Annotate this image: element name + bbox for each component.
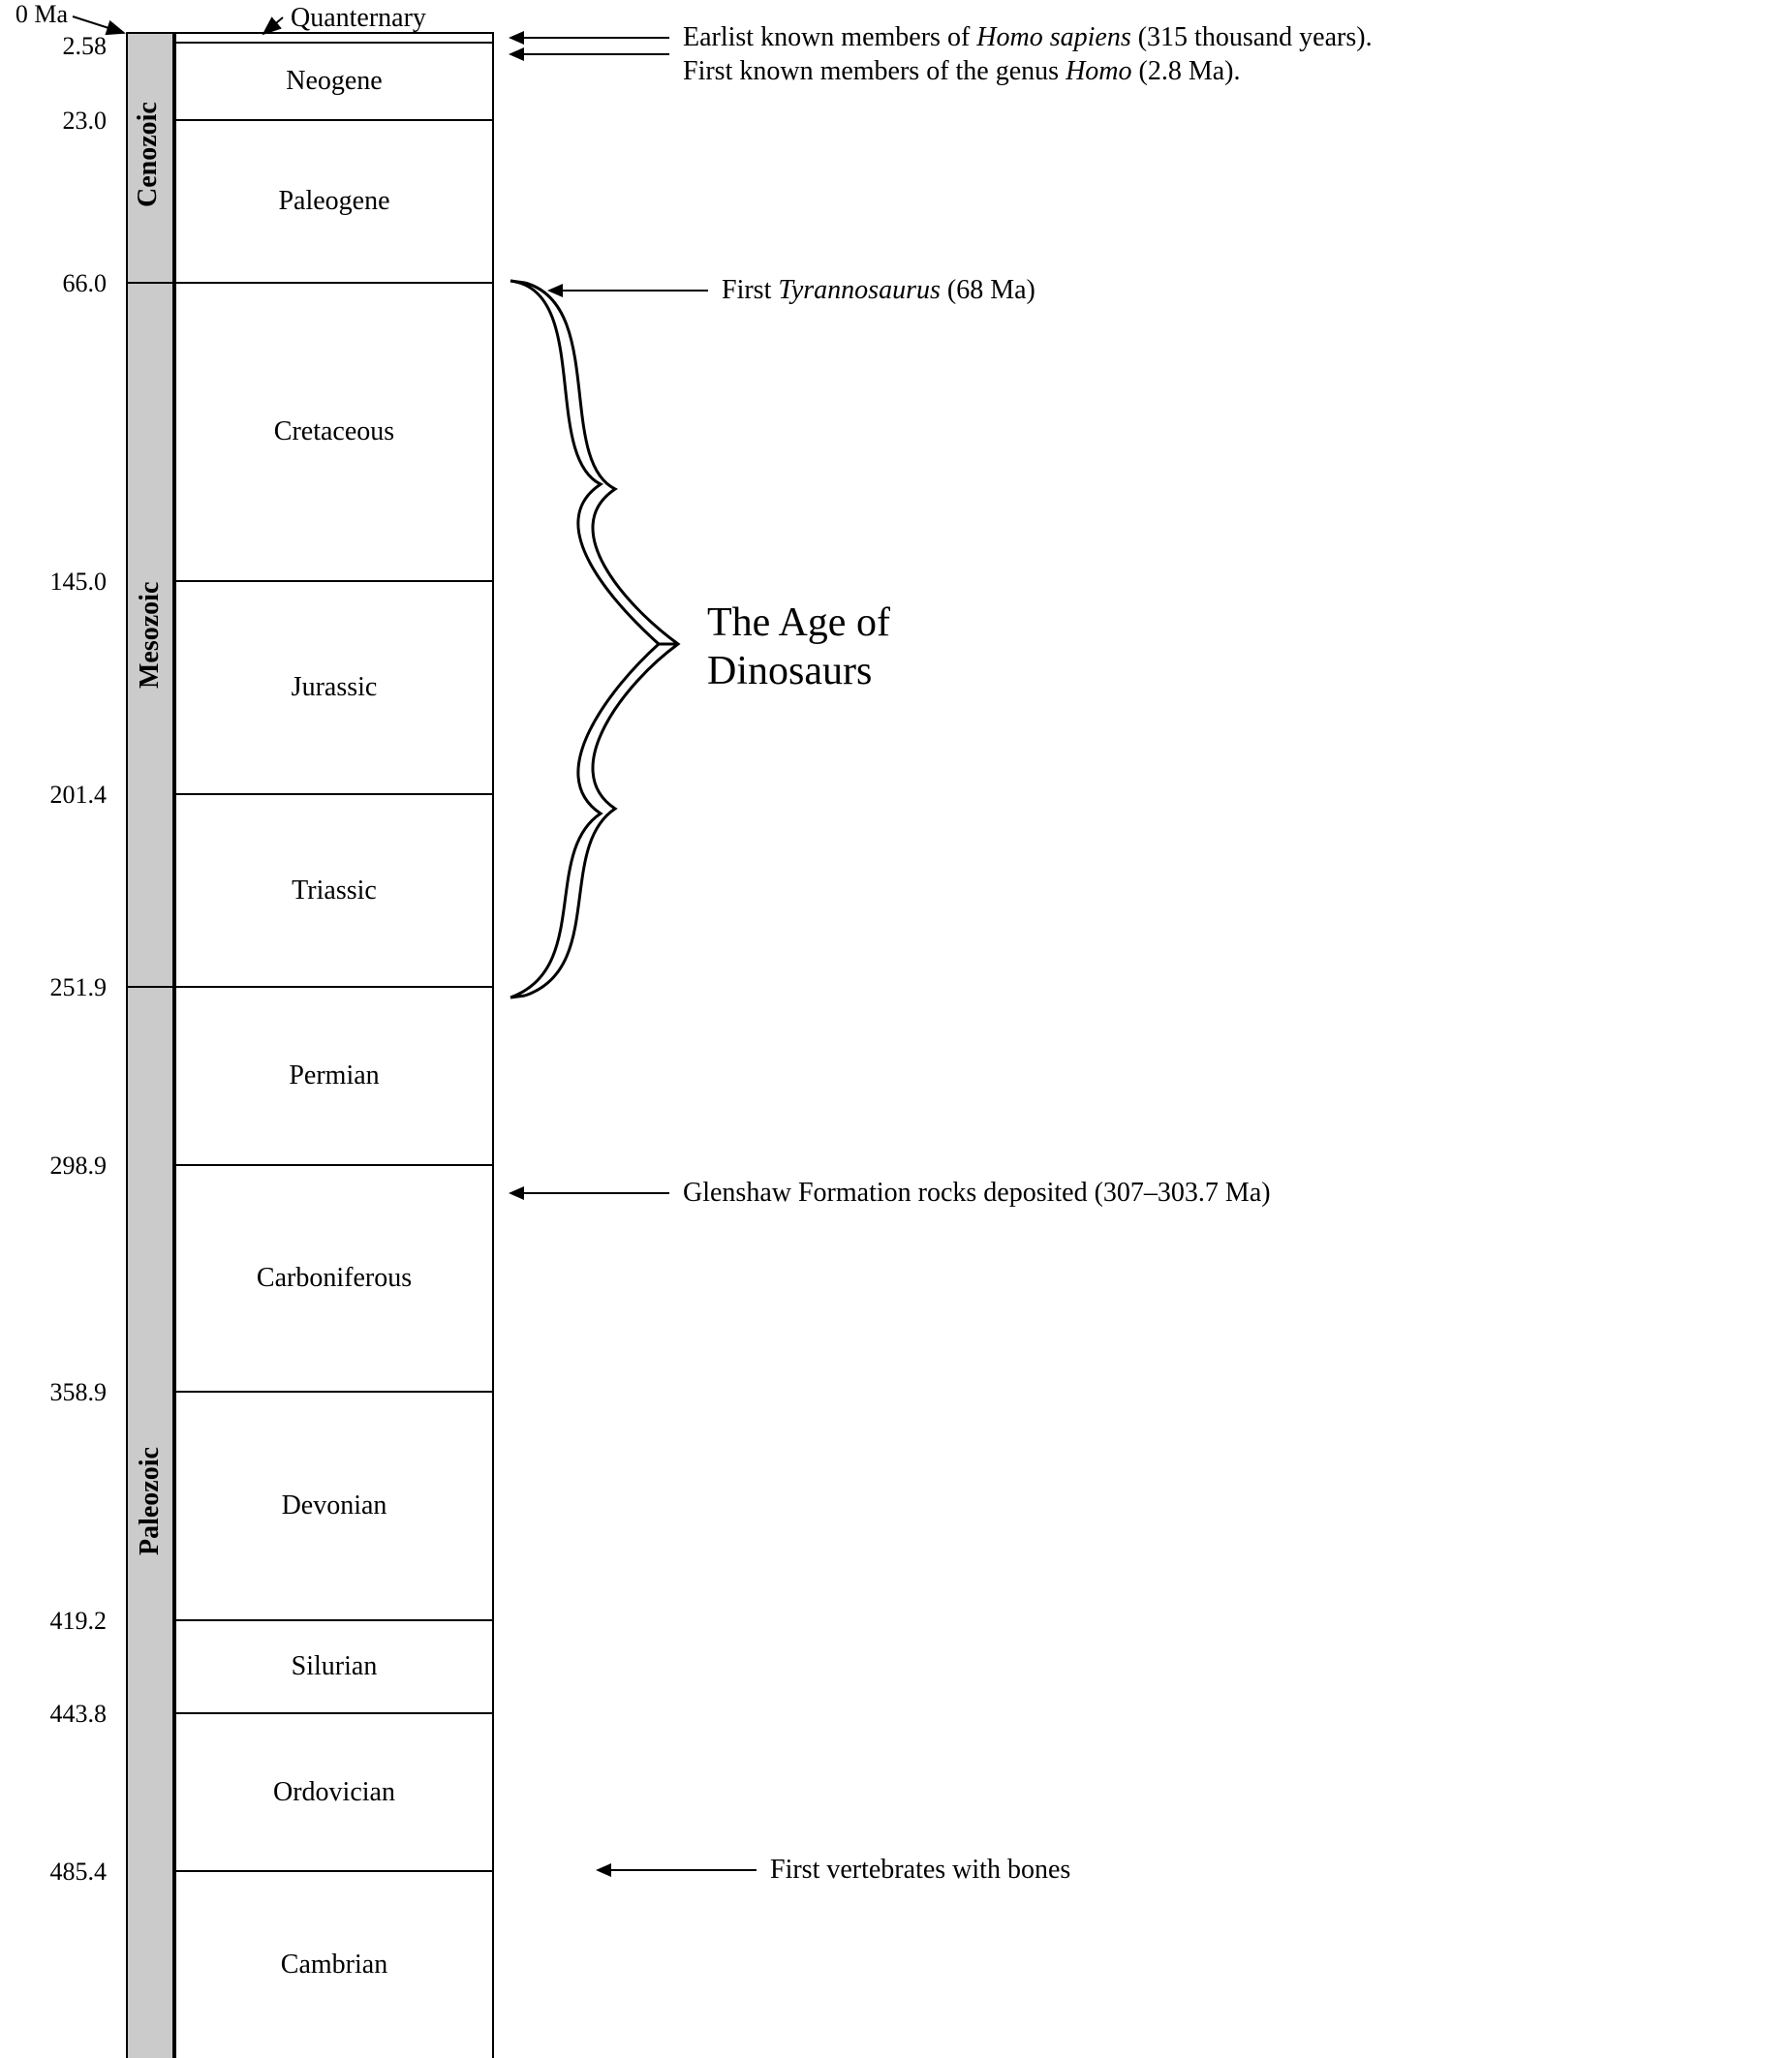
period-paleogene: Paleogene [174,119,494,284]
arrow-line [524,1192,669,1194]
annotation-glenshaw: Glenshaw Formation rocks deposited (307–… [683,1178,1271,1209]
period-label: Carboniferous [257,1263,412,1294]
geologic-timescale: Cenozoic Mesozoic Paleozoic Quanternary … [0,0,1792,2058]
annot-italic: Tyrannosaurus [778,275,941,305]
period-label: Jurassic [292,672,378,703]
period-label: Neogene [286,66,383,97]
period-triassic: Triassic [174,793,494,988]
period-cambrian: Cambrian [174,1870,494,2058]
era-divider [126,986,174,988]
arrow-icon [547,284,563,297]
period-label: Ordovician [273,1777,395,1808]
period-cretaceous: Cretaceous [174,282,494,582]
era-divider [126,282,174,284]
age-485: 485.4 [0,1858,107,1887]
period-label: Devonian [282,1490,387,1521]
period-label: Paleogene [278,186,389,217]
annotation-tyrannosaurus: First Tyrannosaurus (68 Ma) [722,275,1035,306]
period-label: Triassic [292,875,377,906]
annotation-homo-sapiens: Earlist known members of Homo sapiens (3… [683,22,1373,53]
period-label: Cretaceous [274,416,394,447]
age-419: 419.2 [0,1607,107,1636]
period-neogene: Neogene [174,42,494,121]
arrow-line [611,1869,757,1871]
period-ordovician: Ordovician [174,1712,494,1872]
annot-text: (68 Ma) [941,275,1035,305]
age-201: 201.4 [0,781,107,810]
arrow-line [563,290,708,292]
age-66: 66.0 [0,269,107,298]
annotation-first-vertebrates: First vertebrates with bones [770,1855,1070,1886]
age-0: 0 Ma [0,0,68,29]
annotation-genus-homo: First known members of the genus Homo (2… [683,56,1241,87]
arrow-line [524,53,669,55]
annot-text: (315 thousand years). [1131,22,1373,52]
brace-line2: Dinosaurs [707,649,872,693]
age-359: 358.9 [0,1378,107,1407]
arrow-icon [596,1863,611,1877]
age-299: 298.9 [0,1152,107,1181]
age-145: 145.0 [0,568,107,597]
era-label-mesozoic: Mesozoic [135,582,166,689]
annot-text: Earlist known members of [683,22,976,52]
period-label: Cambrian [281,1950,387,1981]
annot-text: First known members of the genus [683,56,1066,86]
arrow-icon [509,1186,524,1200]
annot-text: (2.8 Ma). [1132,56,1241,86]
period-jurassic: Jurassic [174,580,494,795]
period-devonian: Devonian [174,1391,494,1621]
age-252: 251.9 [0,973,107,1002]
period-label: Permian [289,1060,379,1091]
period-carboniferous: Carboniferous [174,1164,494,1393]
period-permian: Permian [174,986,494,1166]
brace-line1: The Age of [707,600,890,645]
arrow-icon [509,31,524,45]
age-of-dinosaurs-label: The Age of Dinosaurs [707,599,890,696]
era-label-paleozoic: Paleozoic [135,1449,166,1555]
period-label: Silurian [292,1651,378,1682]
age-444: 443.8 [0,1700,107,1729]
annot-italic: Homo [1066,56,1131,86]
annot-text: First [722,275,778,305]
age-2.58: 2.58 [0,32,107,61]
period-silurian: Silurian [174,1619,494,1714]
annot-italic: Homo sapiens [976,22,1130,52]
age-23: 23.0 [0,107,107,136]
period-label-quaternary: Quanternary [291,3,426,34]
era-column [126,32,174,2058]
arrow-icon [509,47,524,61]
era-label-cenozoic: Cenozoic [133,110,164,207]
arrow-line [524,37,669,39]
